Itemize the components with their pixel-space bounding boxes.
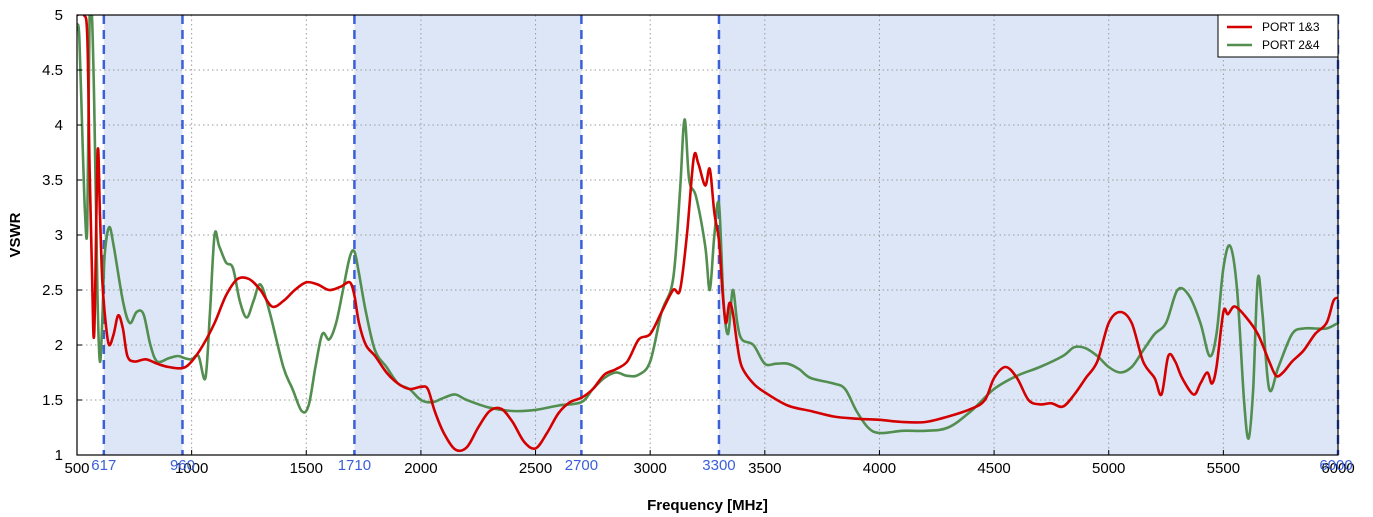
- y-axis-title: VSWR: [7, 212, 24, 257]
- legend-label: PORT 2&4: [1262, 38, 1320, 52]
- y-tick-label: 3: [55, 227, 63, 244]
- series-line-port-1-3: [77, 15, 1338, 453]
- y-tick-label: 2: [55, 337, 63, 354]
- y-tick-label: 5: [55, 7, 63, 24]
- x-tick-label: 500: [64, 460, 89, 477]
- x-tick-label: 2500: [519, 460, 552, 477]
- y-tick-labels: 1 1.5 2 2.5 3 3.5 4 4.5 5: [42, 7, 82, 464]
- x-tick-label: 6000: [1321, 460, 1354, 477]
- x-tick-labels: 500 1000 1500 2000 2500 3000 3500 4000 4500 5000 5…: [64, 450, 1355, 477]
- band-edge-label: 6000: [1319, 457, 1352, 474]
- data-series: [77, 15, 1338, 453]
- y-tick-label: 3.5: [42, 172, 63, 189]
- legend-box: [1217, 14, 1339, 58]
- x-tick-label: 1500: [290, 460, 323, 477]
- x-tick-label: 5500: [1207, 460, 1240, 477]
- x-tick-label: 2000: [404, 460, 437, 477]
- band-1: [103, 15, 183, 455]
- x-tick-label: 4000: [863, 460, 896, 477]
- x-tick-label: 3000: [633, 460, 666, 477]
- band-edge-label: 960: [170, 457, 195, 474]
- x-axis-title: Frequency [MHz]: [647, 497, 768, 514]
- band-edge-label: 3300: [702, 457, 735, 474]
- band-edge-label: 617: [91, 457, 116, 474]
- band-edge-label: 2700: [565, 457, 598, 474]
- x-tick-label: 4500: [977, 460, 1010, 477]
- x-tick-label: 1000: [175, 460, 208, 477]
- x-tick-label: 5000: [1092, 460, 1125, 477]
- legend: PORT 1&3 PORT 2&4: [1217, 14, 1339, 58]
- y-tick-label: 4.5: [42, 62, 63, 79]
- band-edge-labels: 617 960 1710 2700 3300 6000: [91, 457, 1352, 474]
- band-edge-label: 1710: [338, 457, 371, 474]
- y-tick-label: 4: [55, 117, 63, 134]
- series-line-port-2-4: [77, 15, 1338, 440]
- y-tick-label: 2.5: [42, 282, 63, 299]
- y-tick-label: 1.5: [42, 392, 63, 409]
- x-tick-label: 3500: [748, 460, 781, 477]
- y-tick-label: 1: [55, 447, 63, 464]
- legend-label: PORT 1&3: [1262, 20, 1320, 34]
